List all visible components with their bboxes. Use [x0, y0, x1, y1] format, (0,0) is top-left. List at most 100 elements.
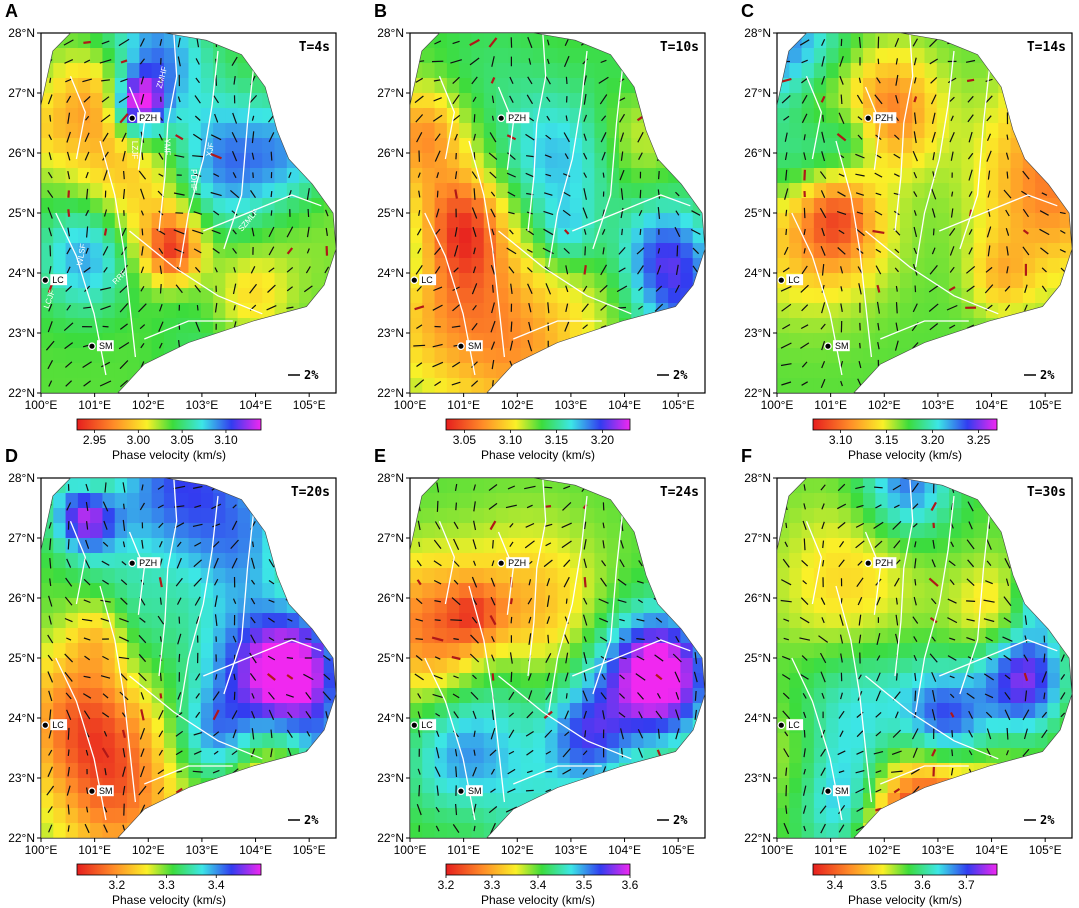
lat-tick-label: 26°N	[377, 146, 404, 160]
lon-tick-label: 104°E	[608, 398, 641, 412]
city-label-box	[786, 719, 804, 731]
lon-tick-label: 101°E	[814, 843, 847, 857]
colorbar-gradient	[812, 418, 998, 431]
city-label: PZH	[875, 558, 893, 568]
lat-tick-label: 25°N	[744, 206, 771, 220]
scale-label: 2%	[673, 368, 688, 382]
colorbar-tick-label: 3.3	[484, 878, 501, 892]
fault-trace	[880, 765, 969, 785]
city-marker	[777, 721, 786, 730]
city-label: SM	[468, 341, 482, 351]
fault-trace	[527, 33, 547, 232]
lon-tick-label: 100°E	[25, 398, 58, 412]
city-label-box	[137, 557, 161, 569]
fault-trace	[572, 639, 691, 677]
lat-tick-label: 27°N	[8, 86, 35, 100]
period-label: T=14s	[1027, 40, 1066, 55]
lat-tick-label: 22°N	[744, 831, 771, 845]
colorbar-gradient	[445, 418, 631, 431]
city-marker	[41, 721, 50, 730]
lon-tick-label: 101°E	[78, 843, 111, 857]
fault-trace	[513, 765, 602, 785]
lat-tick-label: 25°N	[377, 651, 404, 665]
lon-tick-label: 103°E	[185, 843, 218, 857]
city-marker	[777, 276, 786, 285]
city-label: LC	[52, 720, 64, 730]
fault-trace	[468, 140, 506, 358]
city-label: LC	[788, 720, 800, 730]
colorbar-tick-label: 3.6	[622, 878, 639, 892]
colorbar-tick-label: 3.3	[158, 878, 175, 892]
city-marker	[824, 342, 832, 351]
region-outline	[40, 32, 337, 394]
city-label-box	[419, 274, 437, 286]
colorbar-tick-label: 3.20	[921, 433, 945, 447]
fault-trace	[915, 495, 955, 713]
velocity-field	[410, 33, 705, 393]
fault-trace	[223, 513, 255, 695]
fault-trace	[572, 194, 691, 232]
lat-tick-label: 28°N	[744, 471, 771, 485]
scale-label: 2%	[304, 813, 319, 827]
lon-tick-label: 104°E	[975, 398, 1008, 412]
map-panel-f: 100°E 101°E 102°E 103°E 104°E 105°E 22°N 23°N 24…	[741, 446, 1073, 907]
lat-tick-label: 23°N	[744, 771, 771, 785]
fault-trace	[527, 478, 547, 677]
colorbar: 3.2 3.3 3.4 3.5 3.6 Phase velocity (km/s)	[438, 863, 639, 907]
colorbar-tick-label: 3.5	[576, 878, 593, 892]
city-marker	[864, 114, 872, 123]
city-label: PZH	[139, 113, 157, 123]
lat-tick-label: 26°N	[8, 591, 35, 605]
fault-trace	[158, 33, 178, 232]
fault-trace	[894, 33, 914, 232]
city-label-box	[419, 719, 437, 731]
lat-tick-label: 24°N	[8, 266, 35, 280]
city-marker	[41, 276, 50, 285]
colorbar-tick-label: 3.4	[827, 878, 844, 892]
lat-tick-label: 27°N	[377, 86, 404, 100]
city-label-box	[873, 112, 897, 124]
fault-trace	[548, 495, 588, 713]
fault-trace	[939, 639, 1058, 677]
lat-tick-label: 23°N	[744, 326, 771, 340]
lat-tick-label: 24°N	[744, 266, 771, 280]
lat-tick-label: 24°N	[744, 711, 771, 725]
lat-tick-label: 26°N	[377, 591, 404, 605]
colorbar-label: Phase velocity (km/s)	[848, 448, 962, 462]
fault-trace	[592, 513, 624, 695]
lon-tick-label: 103°E	[554, 843, 587, 857]
region-outline	[40, 477, 337, 839]
city-label: PZH	[139, 558, 157, 568]
lon-tick-label: 100°E	[761, 843, 794, 857]
region-outline	[776, 32, 1073, 394]
lat-tick-label: 24°N	[377, 266, 404, 280]
city-label: LC	[52, 275, 64, 285]
city-label: SM	[835, 786, 849, 796]
map-panel-d: 100°E 101°E 102°E 103°E 104°E 105°E 22°N 23°N 24…	[5, 446, 337, 907]
velocity-field	[410, 478, 705, 838]
lat-tick-label: 27°N	[744, 531, 771, 545]
colorbar-tick-label: 2.95	[83, 433, 107, 447]
fault-trace	[513, 320, 602, 340]
colorbar-tick-label: 3.7	[958, 878, 975, 892]
lon-tick-label: 102°E	[501, 398, 534, 412]
fault-trace	[805, 520, 822, 605]
lon-tick-label: 101°E	[447, 398, 480, 412]
period-label: T=20s	[291, 485, 330, 500]
lon-tick-label: 103°E	[185, 398, 218, 412]
colorbar-tick-label: 3.6	[914, 878, 931, 892]
lat-tick-label: 22°N	[744, 386, 771, 400]
city-label: LC	[788, 275, 800, 285]
velocity-field	[777, 478, 1072, 838]
fault-trace	[915, 50, 955, 268]
lon-tick-label: 102°E	[132, 843, 165, 857]
city-label-box	[786, 274, 804, 286]
colorbar-tick-label: 3.10	[499, 433, 523, 447]
fault-trace	[69, 75, 86, 160]
lat-tick-label: 25°N	[744, 651, 771, 665]
city-label-box	[506, 557, 530, 569]
city-marker	[457, 342, 465, 351]
lon-tick-label: 105°E	[293, 843, 326, 857]
